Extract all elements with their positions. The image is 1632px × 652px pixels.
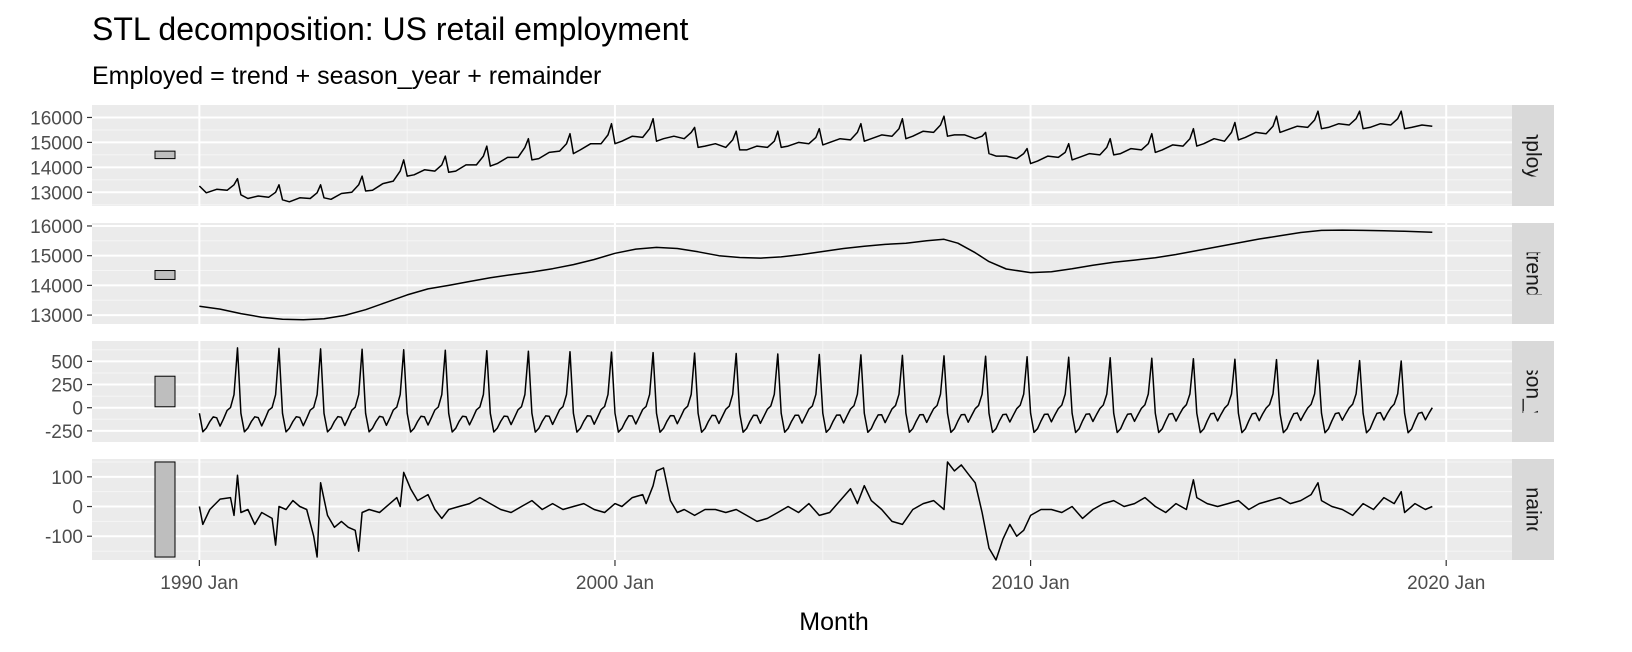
y-tick-label: -100	[45, 527, 83, 548]
y-tick-label: 0	[72, 399, 83, 420]
y-tick-label: 14000	[30, 276, 83, 297]
y-tick-label: 15000	[30, 247, 83, 268]
y-tick-label: 15000	[30, 133, 83, 154]
y-tick-label: 0	[72, 498, 83, 519]
panel-background	[92, 105, 1512, 206]
facet-strip-label: remainder	[1522, 462, 1545, 557]
facet-employed: 13000 14000 15000 16000 Employed	[30, 105, 1554, 206]
y-tick-label: 14000	[30, 158, 83, 179]
facet-remainder: -100 0 100 remainder	[45, 459, 1554, 561]
y-tick-label: -250	[45, 422, 83, 443]
x-tick-label: 2010 Jan	[991, 573, 1069, 594]
y-tick-label: 500	[51, 352, 83, 373]
y-tick-label: 250	[51, 376, 83, 397]
scale-bar	[154, 270, 176, 280]
chart-title: STL decomposition: US retail employment	[92, 11, 689, 47]
scale-bar	[154, 461, 176, 558]
facet-panels: 13000 14000 15000 16000 Employed 13000 14000 15…	[30, 105, 1554, 561]
series-line-season-year	[198, 347, 1433, 434]
y-tick-label: 16000	[30, 108, 83, 129]
y-tick-label: 16000	[30, 217, 83, 238]
panel-background	[92, 341, 1512, 442]
y-tick-label: 13000	[30, 183, 83, 204]
y-tick-label: 100	[51, 468, 83, 489]
facet-strip	[1512, 459, 1554, 560]
scale-bar	[154, 150, 176, 160]
scale-bar	[154, 375, 176, 408]
series-line-employed	[198, 110, 1433, 203]
facet-strip	[1512, 105, 1554, 206]
facet-strip-label: trend	[1522, 250, 1545, 298]
facet-strip-label: Employed	[1522, 109, 1545, 202]
series-line-remainder	[198, 461, 1433, 561]
facet-strip-label: season_year	[1522, 331, 1545, 451]
facet-strip	[1512, 341, 1554, 442]
y-tick-label: 13000	[30, 306, 83, 327]
x-tick-label: 2020 Jan	[1407, 573, 1485, 594]
facet-strip	[1512, 223, 1554, 324]
x-axis: 1990 Jan 2000 Jan 2010 Jan 2020 Jan	[160, 560, 1485, 594]
facet-trend: 13000 14000 15000 16000 trend	[30, 217, 1554, 327]
series-line-trend	[199, 229, 1433, 321]
chart-subtitle: Employed = trend + season_year + remaind…	[92, 62, 601, 90]
x-tick-label: 1990 Jan	[160, 573, 238, 594]
x-axis-label: Month	[799, 608, 868, 636]
x-tick-label: 2000 Jan	[576, 573, 654, 594]
panel-background	[92, 223, 1512, 324]
